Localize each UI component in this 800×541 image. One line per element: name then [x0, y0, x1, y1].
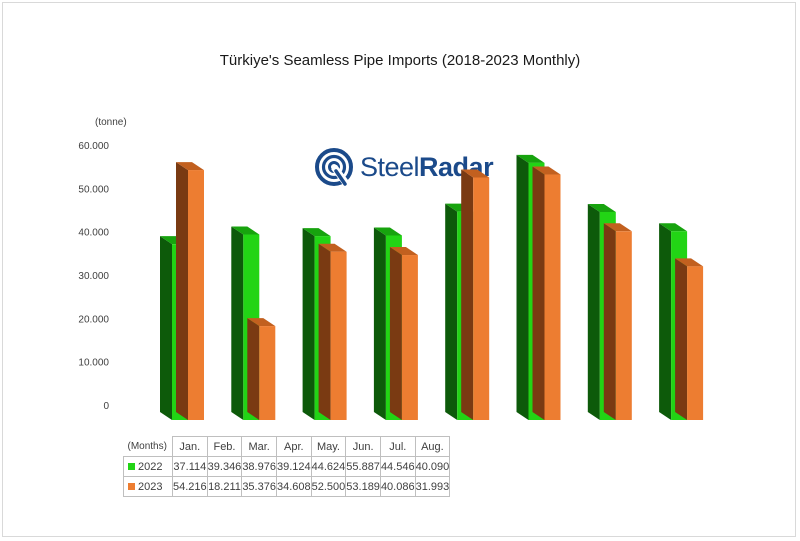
data-table: (Months) Jan. Feb. Mar. Apr. May. Jun. J… [123, 436, 451, 497]
bar-side-2022 [231, 226, 244, 420]
legend-label-2022: 2022 [138, 460, 163, 473]
bar-top-2023 [176, 162, 204, 171]
bar-2023 [401, 255, 418, 420]
steelradar-logo: SteelRadar [314, 146, 494, 192]
y-tick-label: 30.000 [78, 271, 109, 282]
legend-2023: 2023 [123, 476, 173, 497]
y-axis-unit-label: (tonne) [95, 117, 127, 128]
table-cell: 53.189 [345, 476, 381, 497]
bar-side-2022 [302, 228, 315, 420]
table-cell: 38.976 [241, 456, 277, 477]
bar-side-2023 [389, 247, 402, 420]
data-table-corner-label: (Months) [123, 436, 173, 457]
bar-2023 [544, 174, 561, 420]
table-cell: 39.346 [206, 456, 243, 477]
bar-side-2022 [373, 227, 386, 420]
table-cell: 52.500 [310, 476, 347, 497]
bar-side-2023 [675, 258, 688, 420]
y-tick-label: 0 [103, 401, 109, 412]
bar-top-2022 [587, 203, 616, 212]
bar-side-2022 [445, 203, 458, 420]
month-header: Feb. [206, 436, 243, 457]
table-cell: 35.376 [241, 476, 277, 497]
table-cell: 55.887 [345, 456, 381, 477]
bar-2023 [330, 251, 347, 420]
table-cell: 34.608 [275, 476, 312, 497]
bar-side-2023 [247, 318, 260, 420]
bar-top-2023 [389, 247, 418, 256]
table-cell: 40.086 [379, 476, 416, 497]
bar-top-2022 [373, 227, 402, 236]
table-cell: 44.546 [379, 456, 416, 477]
bar-top-2022 [516, 154, 545, 163]
bar-top-2022 [302, 228, 331, 237]
y-tick-label: 50.000 [78, 184, 109, 195]
data-table-header-row: (Months) Jan. Feb. Mar. Apr. May. Jun. J… [123, 436, 451, 457]
bar-top-2023 [247, 318, 276, 327]
y-tick-label: 20.000 [78, 314, 109, 325]
month-header: Jul. [379, 436, 416, 457]
legend-label-2023: 2023 [138, 480, 163, 493]
data-table-row-2022: 2022 37.114 39.346 38.976 39.124 44.624 … [123, 456, 451, 477]
bar-top-2023 [603, 223, 632, 232]
legend-2022: 2022 [123, 456, 173, 477]
bar-top-2023 [532, 166, 561, 175]
y-tick-label: 10.000 [78, 358, 109, 369]
month-header: Apr. [275, 436, 312, 457]
table-cell: 37.114 [172, 456, 208, 477]
logo-text-steel: Steel [360, 152, 420, 182]
steelradar-logo-icon [315, 148, 353, 189]
bar-2023 [687, 266, 704, 420]
table-cell: 40.090 [414, 456, 451, 477]
bar-top-2022 [659, 223, 688, 232]
month-header: Mar. [241, 436, 277, 457]
month-header: Aug. [414, 436, 451, 457]
table-cell: 31.993 [414, 476, 451, 497]
bar-side-2022 [659, 223, 672, 420]
month-header: May. [310, 436, 347, 457]
bar-side-2023 [461, 169, 474, 420]
data-table-row-2023: 2023 54.216 18.211 35.376 34.608 52.500 … [123, 476, 451, 497]
legend-swatch-2023 [128, 482, 135, 490]
bar-2023 [473, 177, 490, 420]
bar-side-2022 [160, 236, 172, 420]
bar-2023 [188, 170, 204, 420]
y-tick-label: 60.000 [78, 141, 109, 152]
bar-top-2022 [231, 226, 260, 235]
steelradar-logo-text: SteelRadar [360, 152, 494, 183]
month-header: Jan. [172, 436, 208, 457]
bar-top-2023 [675, 258, 704, 267]
bar-top-2023 [461, 169, 490, 178]
bar-side-2023 [176, 162, 188, 420]
month-header: Jun. [345, 436, 381, 457]
table-cell: 39.124 [275, 456, 312, 477]
bar-side-2022 [516, 154, 529, 420]
bar-side-2023 [532, 166, 545, 420]
bar-side-2023 [318, 243, 331, 420]
legend-swatch-2022 [128, 462, 135, 470]
bar-top-2023 [318, 243, 347, 252]
chart-title: Türkiye's Seamless Pipe Imports (2018-20… [219, 52, 581, 69]
table-cell: 18.211 [206, 476, 243, 497]
table-cell: 54.216 [172, 476, 208, 497]
bar-2023 [259, 326, 276, 420]
bar-side-2023 [603, 223, 616, 420]
y-tick-label: 40.000 [78, 228, 109, 239]
table-cell: 44.624 [310, 456, 347, 477]
bar-side-2022 [587, 203, 600, 420]
bar-2023 [615, 231, 632, 420]
